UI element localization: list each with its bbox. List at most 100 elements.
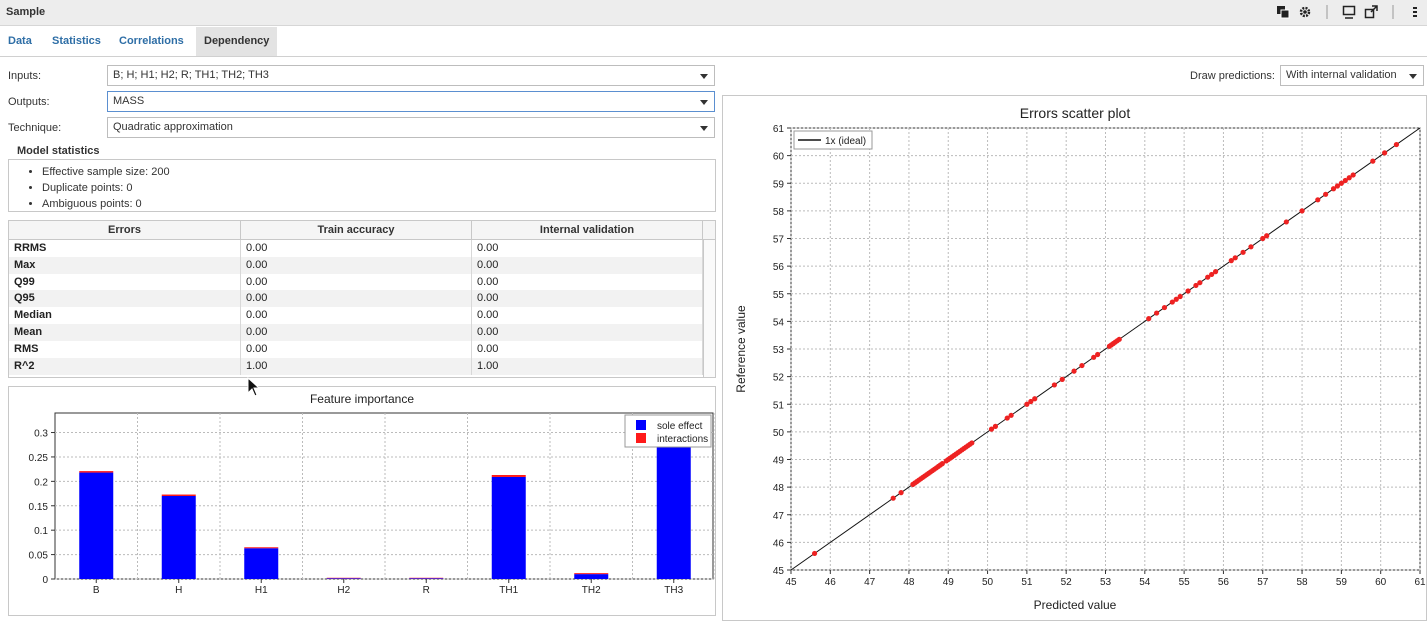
cell-internal-validation: 0.00 <box>472 273 703 291</box>
bar-interactions-th1 <box>491 475 526 477</box>
y-tick-label: 58 <box>773 207 785 218</box>
y-tick-label: 57 <box>773 235 785 246</box>
scatter-point <box>1004 415 1010 421</box>
tab-data[interactable]: Data <box>8 35 32 47</box>
bar-sole-effect-h2 <box>326 578 361 579</box>
table-row[interactable]: R^2 1.00 1.00 <box>9 357 703 375</box>
table-row[interactable]: Median 0.00 0.00 <box>9 307 703 325</box>
cell-train-accuracy: 0.00 <box>241 340 472 358</box>
x-tick-label: 58 <box>1297 577 1309 588</box>
cell-train-accuracy: 0.00 <box>241 324 472 341</box>
x-tick-label: 47 <box>864 577 876 588</box>
stat-duplicate-points: Duplicate points: 0 <box>42 180 170 196</box>
scatter-point <box>890 495 896 501</box>
y-tick-label: 46 <box>773 538 785 549</box>
header-errors[interactable]: Errors <box>9 221 241 240</box>
outputs-combo[interactable]: MASS <box>107 91 715 112</box>
x-tick-label: 54 <box>1139 577 1151 588</box>
header-train-accuracy[interactable]: Train accuracy <box>241 221 472 240</box>
y-tick-label: 51 <box>773 400 785 411</box>
cell-internal-validation: 0.00 <box>472 324 703 341</box>
tab-statistics[interactable]: Statistics <box>52 35 101 47</box>
cell-errors: Q99 <box>9 273 241 291</box>
cell-internal-validation: 0.00 <box>472 307 703 325</box>
tab-correlations[interactable]: Correlations <box>119 35 184 47</box>
scatter-point <box>1091 354 1097 360</box>
inputs-combo[interactable]: B; H; H1; H2; R; TH1; TH2; TH3 <box>107 65 715 86</box>
chart-title: Errors scatter plot <box>1020 105 1131 121</box>
x-tick-label: R <box>423 585 430 596</box>
cell-errors: R^2 <box>9 357 241 375</box>
technique-label: Technique: <box>8 122 62 134</box>
y-tick-label: 0 <box>42 575 48 586</box>
x-tick-label: H <box>175 585 182 596</box>
scatter-point <box>1008 412 1014 418</box>
model-statistics-title: Model statistics <box>17 145 100 157</box>
x-tick-label: 60 <box>1375 577 1387 588</box>
x-tick-label: TH3 <box>664 585 683 596</box>
tab-dependency[interactable]: Dependency <box>196 27 278 56</box>
scatter-point <box>1154 310 1160 316</box>
scatter-point <box>1173 296 1179 302</box>
y-axis-label: Reference value <box>734 305 748 393</box>
inputs-value: B; H; H1; H2; R; TH1; TH2; TH3 <box>113 69 269 81</box>
y-tick-label: 60 <box>773 152 785 163</box>
y-tick-label: 52 <box>773 373 785 384</box>
window-detach-icon[interactable] <box>1363 4 1379 20</box>
legend-label-ideal: 1x (ideal) <box>825 136 866 147</box>
table-row[interactable]: RMS 0.00 0.00 <box>9 340 703 358</box>
bar-sole-effect-th2 <box>574 574 609 579</box>
scatter-point <box>1177 293 1183 300</box>
gear-icon[interactable] <box>1297 4 1313 20</box>
draw-predictions-combo[interactable]: With internal validation <box>1280 65 1424 86</box>
scatter-point <box>1330 186 1337 192</box>
header-internal-validation[interactable]: Internal validation <box>472 221 703 240</box>
cell-internal-validation: 0.00 <box>472 340 703 358</box>
restore-windows-icon[interactable] <box>1275 4 1291 20</box>
table-row[interactable]: Max 0.00 0.00 <box>9 256 703 274</box>
y-tick-label: 0.15 <box>29 502 49 513</box>
x-tick-label: TH2 <box>582 585 601 596</box>
errors-table-header: Errors Train accuracy Internal validatio… <box>9 221 715 240</box>
y-tick-label: 0.25 <box>29 453 49 464</box>
x-tick-label: H2 <box>337 585 350 596</box>
scatter-point <box>1024 401 1030 407</box>
scatter-point <box>1228 258 1234 264</box>
technique-combo[interactable]: Quadratic approximation <box>107 117 715 138</box>
chart-legend: sole effect interactions <box>624 414 712 448</box>
y-tick-label: 0.2 <box>34 477 48 488</box>
table-row[interactable]: Q99 0.00 0.00 <box>9 273 703 291</box>
x-tick-label: H1 <box>255 585 268 596</box>
legend-label-sole-effect: sole effect <box>657 421 703 432</box>
y-tick-label: 50 <box>773 428 785 439</box>
scatter-point <box>1232 255 1238 261</box>
scatter-point <box>898 490 904 496</box>
bar-sole-effect-th3 <box>656 434 691 579</box>
ideal-line <box>790 127 1421 571</box>
bar-sole-effect-b <box>79 472 114 579</box>
menu-icon[interactable] <box>1407 4 1423 20</box>
bar-sole-effect-r <box>409 578 444 579</box>
cell-internal-validation: 0.00 <box>472 240 703 257</box>
stat-ambiguous-points: Ambiguous points: 0 <box>42 196 170 212</box>
scatter-point <box>1032 396 1038 402</box>
chart-title: Feature importance <box>310 392 414 406</box>
scatter-point <box>1260 235 1266 242</box>
x-tick-label: 50 <box>982 577 994 588</box>
window-minimize-icon[interactable] <box>1341 4 1357 20</box>
table-row[interactable]: RRMS 0.00 0.00 <box>9 240 703 257</box>
table-scrollbar[interactable] <box>703 240 715 377</box>
x-tick-label: 53 <box>1100 577 1112 588</box>
chevron-down-icon <box>700 100 708 105</box>
x-tick-label: 55 <box>1179 577 1191 588</box>
y-tick-label: 45 <box>773 566 785 577</box>
table-row[interactable]: Q95 0.00 0.00 <box>9 290 703 308</box>
scatter-point <box>1209 271 1215 278</box>
scatter-point <box>1342 177 1348 184</box>
table-row[interactable]: Mean 0.00 0.00 <box>9 324 703 341</box>
scatter-point <box>1051 382 1057 388</box>
cell-internal-validation: 0.00 <box>472 290 703 308</box>
scatter-point <box>1079 362 1085 369</box>
scatter-point <box>1028 398 1034 405</box>
scatter-point <box>1299 208 1305 214</box>
